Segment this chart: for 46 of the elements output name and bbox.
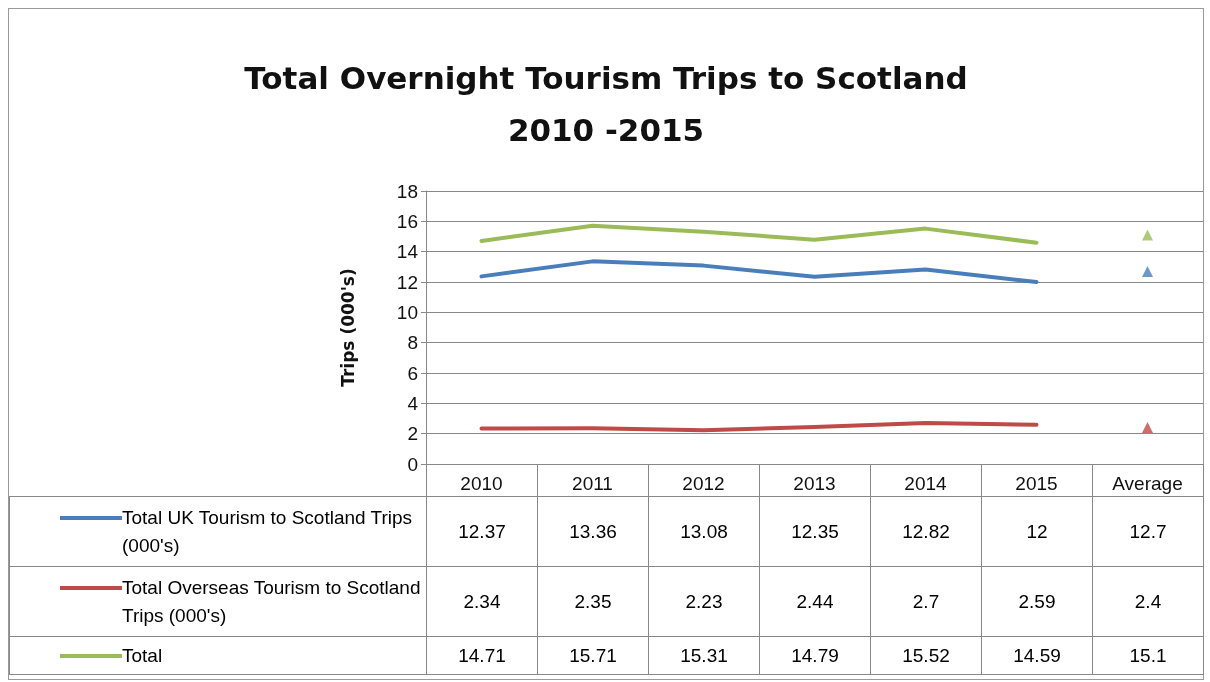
data-label: 2.44: [759, 566, 871, 637]
data-label: 2.35: [537, 566, 649, 637]
data-label: 2.23: [648, 566, 760, 637]
chart-title: Total Overnight Tourism Trips to Scotland 2010 -2015: [244, 60, 968, 148]
text: 2.4: [1134, 590, 1162, 612]
legend-label: Total Overseas Tourism to Scotland Trips (000's): [121, 575, 422, 628]
y-tick-label: 16: [396, 210, 418, 232]
y-tick-label: 14: [396, 241, 419, 263]
y-tick-label: 4: [407, 392, 419, 414]
data-label: 2.34: [426, 566, 538, 637]
line-series: [479, 259, 1039, 284]
data-label: 2.7: [870, 566, 982, 637]
data-label: 15.71: [537, 636, 649, 675]
x-tick-label: Average: [1112, 473, 1183, 494]
y-tick-label: 2: [407, 423, 418, 445]
text: 12.7: [1129, 520, 1167, 542]
y-tick-label: 8: [407, 332, 418, 354]
y-tick-label: 10: [396, 301, 418, 323]
x-tick-label: 2011: [572, 473, 613, 494]
data-label: 12.35: [759, 496, 871, 567]
x-tick-label: 2013: [793, 473, 836, 494]
data-label: 12.82: [870, 496, 982, 567]
data-label: 12.37: [426, 496, 538, 567]
data-label: 14.79: [759, 636, 871, 675]
x-tick-label: 2012: [682, 473, 725, 494]
line-series: [479, 223, 1039, 245]
legend-label: Total UK Tourism to Scotland Trips (000's): [121, 505, 414, 558]
text: 15.1: [1129, 644, 1167, 666]
legend-label: Total: [121, 643, 164, 668]
line-series: [479, 421, 1039, 433]
x-tick-label: 2015: [1015, 473, 1058, 494]
data-label: 14.59: [981, 636, 1093, 675]
x-tick-label: 2014: [904, 473, 948, 494]
data-label: 12: [981, 496, 1093, 567]
data-label: 15.52: [870, 636, 982, 675]
data-label: 2.59: [981, 566, 1093, 637]
y-tick-label: 6: [407, 362, 418, 384]
data-label: 13.08: [648, 496, 760, 567]
data-label: 14.71: [426, 636, 538, 675]
x-tick-label: 2010: [460, 473, 503, 494]
data-label: 15.31: [648, 636, 760, 675]
y-tick-label: 12: [396, 271, 418, 293]
data-label: 13.36: [537, 496, 649, 567]
y-tick-label: 0: [407, 453, 418, 475]
y-tick-label: 18: [396, 180, 418, 202]
y-axis-title: Trips (000's): [337, 268, 358, 387]
